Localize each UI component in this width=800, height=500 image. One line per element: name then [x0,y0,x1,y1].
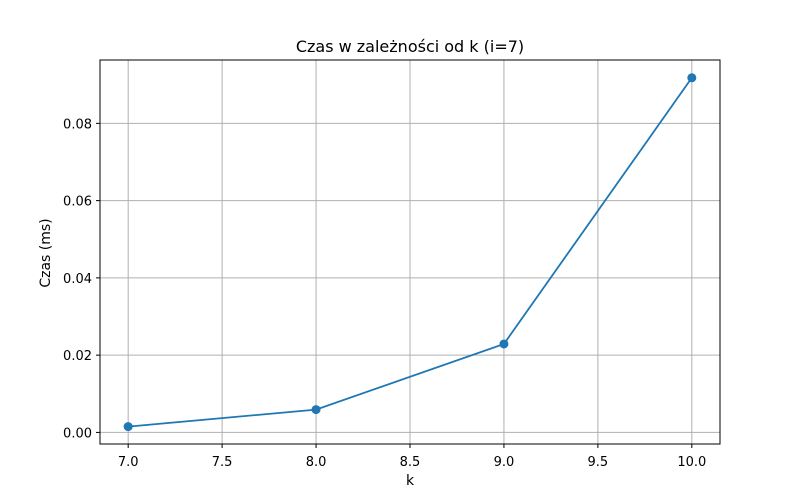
y-tick-label: 0.06 [63,195,92,210]
y-axis-label: Czas (ms) [38,218,54,287]
y-tick-label: 0.02 [63,349,92,364]
x-tick-label: 8.0 [306,455,327,470]
y-tick-label: 0.00 [63,426,92,441]
data-point [687,73,697,83]
data-point [499,339,509,349]
data-point [123,422,133,432]
y-tick-label: 0.08 [63,117,92,132]
data-point [311,405,321,415]
grid-lines [100,60,720,444]
x-tick-label: 7.0 [118,455,139,470]
x-tick-label: 7.5 [212,455,233,470]
x-tick-label: 10.0 [677,455,706,470]
x-tick-label: 9.5 [588,455,609,470]
series-layer [123,73,697,432]
x-axis-label: k [406,473,415,489]
x-tick-label: 8.5 [400,455,421,470]
chart-title: Czas w zależności od k (i=7) [296,37,524,56]
axis-ticks: 7.0 7.5 8.0 8.5 9.0 9.5 10.0 0.00 0.02 0.04 0.06 0.… [63,117,706,470]
series-line [128,77,693,428]
x-tick-label: 9.0 [494,455,515,470]
y-tick-label: 0.04 [63,272,92,287]
